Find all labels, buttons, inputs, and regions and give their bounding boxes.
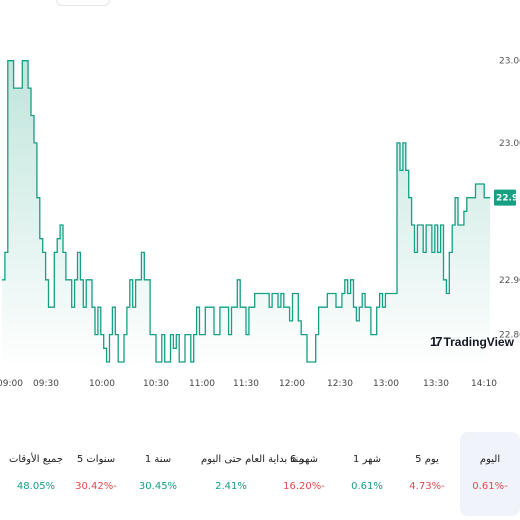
x-tick-label: 09:30	[33, 379, 59, 389]
period-tab-1-year[interactable]: 1 سنة 30.45%	[128, 432, 188, 516]
x-tick-label: 10:30	[143, 379, 169, 389]
area-fill	[2, 60, 490, 368]
period-label: منذ بداية العام حتى اليوم	[201, 454, 304, 465]
x-tick-label: 13:00	[373, 379, 399, 389]
period-change: 4.73%-	[409, 481, 445, 492]
x-tick-label: 10:00	[89, 379, 115, 389]
period-tab-all-time[interactable]: جميع الأوقات 48.05%	[6, 432, 66, 516]
x-tick-label: 12:00	[279, 379, 305, 389]
period-label: جميع الأوقات	[8, 454, 64, 465]
brand-name: TradingView	[443, 334, 514, 349]
period-change: 0.61%	[351, 481, 383, 492]
y-tick-label: 22.90	[499, 276, 520, 286]
period-change: 48.05%	[16, 481, 56, 492]
period-tab-5-years[interactable]: 5 سنوات 30.42%-	[66, 432, 126, 516]
period-tab-1-month[interactable]: 1 شهر 0.61%	[337, 432, 397, 516]
period-tab-5-days[interactable]: 5 يوم 4.73%-	[397, 432, 457, 516]
x-tick-label: 14:10	[471, 379, 497, 389]
price-line	[2, 60, 490, 363]
x-tick-label: 12:30	[327, 379, 353, 389]
period-performance-tabs: اليوم 0.61%- 5 يوم 4.73%- 1 شهر 0.61% 6 …	[0, 432, 520, 516]
period-label: 6 شهر	[289, 454, 319, 465]
current-price-tag	[494, 189, 516, 206]
tradingview-brand: 17 TradingView	[430, 334, 514, 349]
period-change: 2.41%	[215, 481, 247, 492]
period-tab-ytd[interactable]: منذ بداية العام حتى اليوم 2.41%	[201, 432, 304, 516]
period-change: 16.20%-	[283, 481, 325, 492]
y-tick-label: 23.00	[499, 139, 520, 149]
period-label: 5 سنوات	[76, 454, 116, 465]
x-tick-label: 11:30	[233, 379, 259, 389]
period-label: 5 يوم	[415, 454, 439, 465]
period-label: اليوم	[479, 454, 501, 465]
period-label: 1 شهر	[352, 454, 382, 465]
current-price-label: 22.96	[496, 194, 520, 204]
x-tick-label: 11:00	[189, 379, 215, 389]
period-change: 30.45%	[138, 481, 178, 492]
area-chart-svg: 23.06 23.00 22.90 22.86 22.96 09:00 09:30 10:00…	[0, 57, 520, 389]
tradingview-logo-icon: 17	[430, 334, 443, 349]
x-tick-label: 13:30	[423, 379, 449, 389]
period-label: 1 سنة	[144, 454, 172, 465]
y-tick-label: 22.86	[499, 331, 520, 341]
period-tab-6-months[interactable]: 6 شهر 16.20%-	[274, 432, 334, 516]
x-tick-label: 09:00	[0, 379, 23, 389]
period-change: 30.42%-	[75, 481, 117, 492]
period-tab-today[interactable]: اليوم 0.61%-	[460, 432, 520, 516]
price-chart[interactable]: 23.06 23.00 22.90 22.86 22.96 09:00 09:30 10:00…	[0, 0, 520, 395]
period-change: 0.61%-	[472, 481, 508, 492]
y-tick-label: 23.06	[499, 57, 520, 67]
